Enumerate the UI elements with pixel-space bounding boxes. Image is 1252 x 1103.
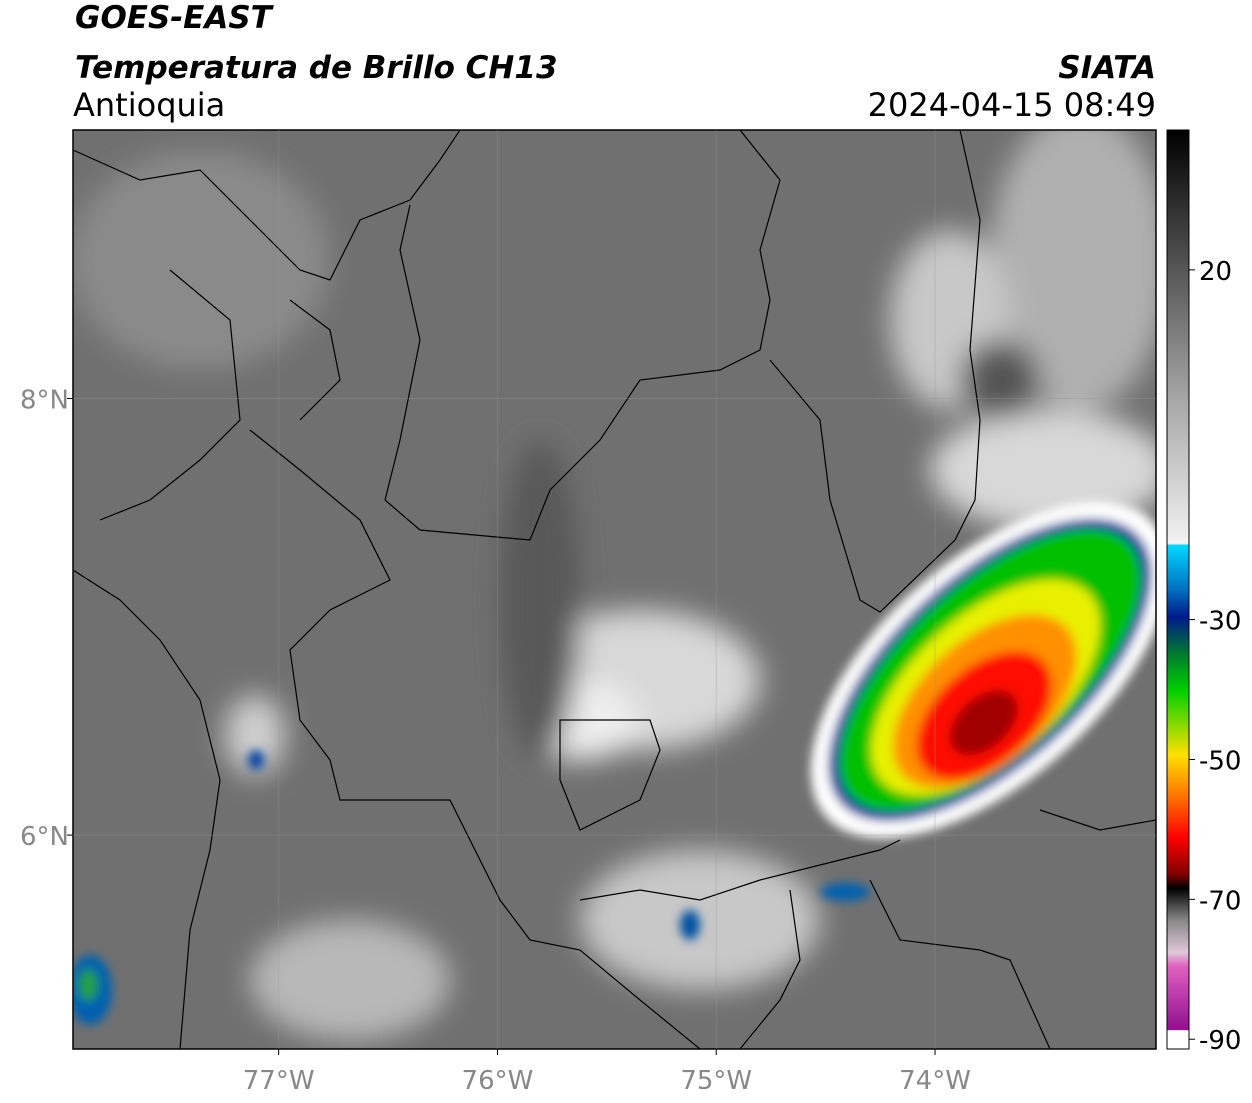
colorbar-tick-label: -30 <box>1199 607 1241 637</box>
x-tick-label: 76°W <box>462 1066 534 1096</box>
datetime: 2024-04-15 08:49 <box>868 86 1156 124</box>
x-tick-label: 75°W <box>680 1066 752 1096</box>
satellite-image <box>73 130 1156 1049</box>
y-tick-label: 6°N <box>20 822 69 852</box>
colorbar-tick-label: -70 <box>1199 886 1241 916</box>
title: GOES-EAST <box>75 0 275 36</box>
region: Antioquia <box>73 86 225 124</box>
y-tick-label: 8°N <box>20 385 69 415</box>
x-tick-label: 74°W <box>899 1066 971 1096</box>
colorbar-tick-label: -50 <box>1199 746 1241 776</box>
source: SIATA <box>1058 50 1156 86</box>
subtitle: Temperatura de Brillo CH13 <box>75 50 558 86</box>
x-tick-label: 77°W <box>243 1066 315 1096</box>
colorbar-tick-label: 20 <box>1199 257 1232 287</box>
colorbar <box>1166 129 1190 1050</box>
map-frame <box>72 129 1157 1050</box>
colorbar-tick-label: -90 <box>1199 1026 1241 1056</box>
